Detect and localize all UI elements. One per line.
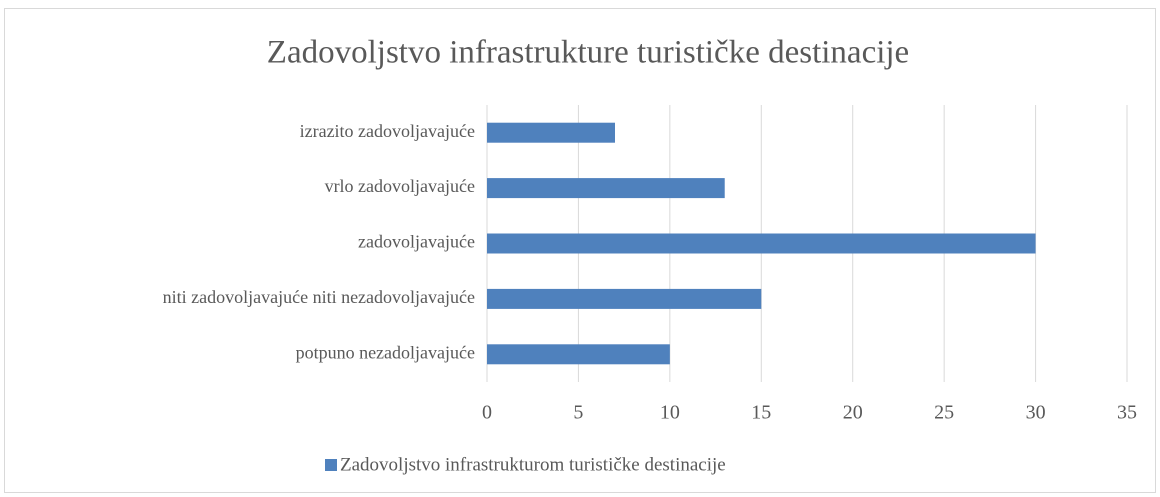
x-tick-label: 30 xyxy=(1026,402,1046,424)
x-tick-label: 35 xyxy=(1117,402,1137,424)
legend-swatch xyxy=(325,459,337,471)
bar xyxy=(487,178,725,199)
bar xyxy=(487,288,762,309)
x-tick-label: 15 xyxy=(751,402,771,424)
legend-label: Zadovoljstvo infrastrukturom turističke … xyxy=(340,454,726,475)
y-tick-label: zadovoljavajuće xyxy=(358,232,475,252)
y-tick-label: izrazito zadovoljavajuće xyxy=(300,121,475,141)
x-tick-label: 5 xyxy=(573,402,583,424)
bar xyxy=(487,122,615,143)
x-tick-label: 0 xyxy=(482,402,492,424)
bar xyxy=(487,344,670,365)
bar xyxy=(487,233,1036,254)
y-tick-label: niti zadovoljavajuće niti nezadovoljavaj… xyxy=(163,287,475,307)
chart-title: Zadovoljstvo infrastrukture turističke d… xyxy=(267,35,909,71)
x-tick-label: 20 xyxy=(843,402,863,424)
x-tick-label: 25 xyxy=(934,402,954,424)
y-tick-label: vrlo zadovoljavajuće xyxy=(325,176,475,196)
y-tick-label: potpuno nezadoljavajuće xyxy=(296,342,475,362)
x-tick-label: 10 xyxy=(660,402,680,424)
